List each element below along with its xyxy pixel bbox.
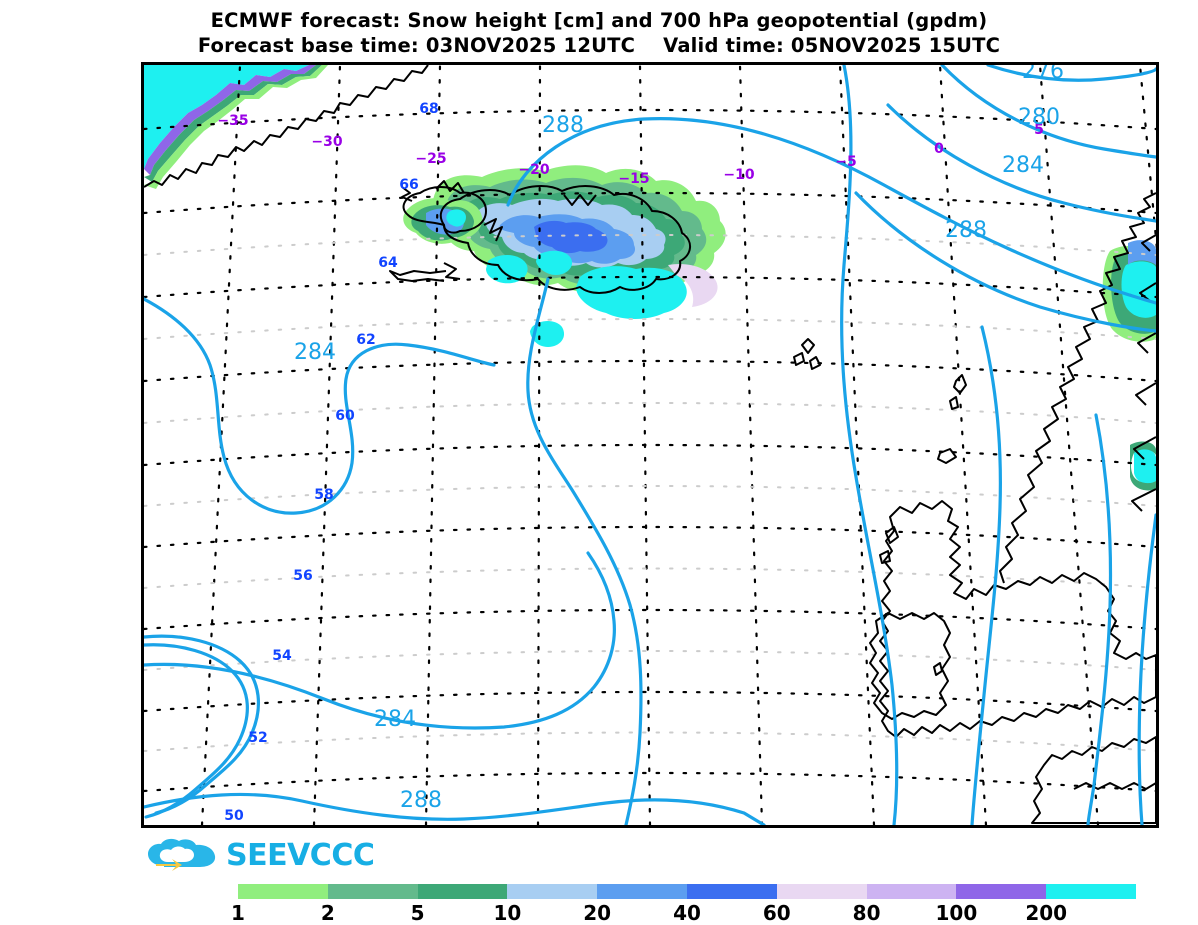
svg-text:284: 284	[374, 707, 416, 732]
svg-text:60: 60	[335, 408, 355, 424]
svg-text:52: 52	[248, 730, 267, 746]
svg-text:62: 62	[356, 332, 375, 348]
svg-text:5: 5	[1034, 122, 1044, 138]
svg-text:54: 54	[272, 648, 292, 664]
cloud-arrow-icon	[148, 838, 216, 871]
colorbar-tick: 60	[762, 901, 791, 925]
chart-title-block: ECMWF forecast: Snow height [cm] and 700…	[0, 8, 1198, 58]
map-frame: −35 −30 −25 −20 −15 −10 −5 0 5 68 66 64 …	[141, 62, 1159, 828]
colorbar-tick: 200	[1025, 901, 1068, 925]
svg-text:−20: −20	[518, 162, 549, 178]
colorbar-segment	[776, 884, 867, 899]
svg-text:58: 58	[314, 487, 333, 503]
colorbar-tick: 40	[673, 901, 701, 925]
svg-text:288: 288	[945, 218, 987, 243]
colorbar-segment	[597, 884, 687, 899]
svg-text:−25: −25	[415, 151, 446, 167]
svg-text:280: 280	[1018, 105, 1060, 130]
colorbar-segment	[1046, 884, 1136, 899]
graticule	[144, 65, 1156, 825]
svg-text:68: 68	[419, 101, 438, 117]
page-title: ECMWF forecast: Snow height [cm] and 700…	[210, 9, 988, 32]
coastlines	[144, 65, 1156, 824]
svg-text:288: 288	[400, 788, 442, 813]
colorbar-segment	[417, 884, 508, 899]
colorbar-tick-labels: 1 2 5 10 20 40 60 80 100 200	[231, 901, 1136, 925]
svg-text:−30: −30	[311, 134, 342, 150]
colorbar-segment	[956, 884, 1047, 899]
colorbar-segment	[238, 884, 328, 899]
svg-text:56: 56	[293, 568, 312, 584]
svg-text:276: 276	[1022, 65, 1064, 84]
geopotential-contours	[144, 65, 1156, 825]
colorbar-tick: 20	[583, 901, 612, 925]
contour-value-labels: 288 276 280 284 288 284 284 288	[294, 65, 1064, 813]
graticule-minor	[144, 234, 1156, 752]
svg-text:284: 284	[1002, 153, 1044, 178]
logo-text: SEEVCCC	[226, 838, 375, 873]
map-canvas: −35 −30 −25 −20 −15 −10 −5 0 5 68 66 64 …	[144, 65, 1156, 825]
seevccc-logo: SEEVCCC	[146, 836, 375, 876]
colorbar-tick: 10	[493, 901, 522, 925]
snow-height-shading	[144, 65, 1156, 491]
colorbar-tick: 1	[231, 901, 245, 925]
svg-text:−15: −15	[618, 171, 649, 187]
svg-text:284: 284	[294, 340, 336, 365]
colorbar-tick: 2	[320, 901, 335, 925]
svg-text:288: 288	[542, 113, 584, 138]
svg-text:−5: −5	[835, 154, 856, 170]
colorbar-tick: 100	[935, 901, 978, 925]
colorbar-gradient	[238, 884, 1136, 899]
svg-text:64: 64	[378, 255, 398, 271]
svg-text:66: 66	[399, 177, 418, 193]
forecast-time-subtitle: Forecast base time: 03NOV2025 12UTC Vali…	[197, 34, 1001, 57]
longitude-labels: −35 −30 −25 −20 −15 −10 −5 0 5	[217, 113, 1043, 187]
colorbar: 1 2 5 10 20 40 60 80 100 200	[231, 884, 1136, 925]
snow-region-greenland	[144, 65, 309, 169]
colorbar-segment	[327, 884, 418, 899]
colorbar-segment	[686, 884, 777, 899]
latitude-labels: 68 66 64 62 60 58 56 54 52 50	[224, 101, 438, 824]
colorbar-segment	[507, 884, 598, 899]
svg-text:−35: −35	[217, 113, 248, 129]
svg-text:−10: −10	[723, 167, 754, 183]
colorbar-tick: 80	[852, 901, 881, 925]
svg-text:50: 50	[224, 808, 244, 824]
svg-text:0: 0	[934, 141, 944, 157]
colorbar-tick: 5	[410, 901, 425, 925]
colorbar-segment	[866, 884, 957, 899]
